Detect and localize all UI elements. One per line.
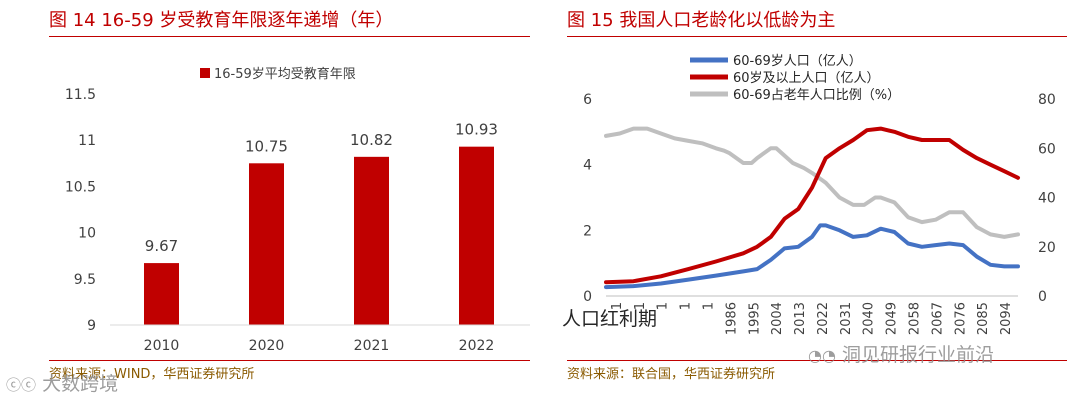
line-left-axis-label: 人口红利期 [562, 308, 657, 330]
bar-y-tick-label: 11 [78, 133, 96, 149]
bar-chart: 16-59岁平均受教育年限 9 9.5 10 10.5 11 11.5 9.67 10.75… [65, 66, 530, 354]
line-x-tick-label: 2049 [885, 302, 900, 335]
line-x-tick-label: 2085 [976, 302, 991, 335]
bar-x-tick-label: 2020 [249, 338, 285, 354]
line-right-y-tick-label: 60 [1038, 141, 1056, 157]
line-chart: 60-69岁人口（亿人）60岁及以上人口（亿人）60-69占老年人口比例（%） … [562, 54, 1056, 335]
right-watermark-text: 洞见研报行业前沿 [841, 344, 994, 366]
bar-x-tick-label: 2022 [459, 338, 495, 354]
bar-series [144, 146, 494, 325]
line-left-y-tick-label: 6 [583, 92, 592, 108]
line-series-2 [604, 126, 1020, 239]
bar-x-tick-label: 2021 [354, 338, 390, 354]
bar-x-tick-label: 2010 [144, 338, 180, 354]
line-x-tick-label: 1 [679, 302, 694, 310]
line-right-y-axis: 0 20 40 60 80 [1038, 92, 1056, 305]
line-right-y-tick-label: 0 [1038, 289, 1047, 305]
bar-legend: 16-59岁平均受教育年限 [200, 66, 356, 82]
bar-y-tick-label: 10.5 [65, 179, 96, 195]
right-source-rule [567, 360, 1067, 361]
line-series-0 [604, 223, 1020, 290]
bar-data-label: 10.75 [245, 137, 288, 155]
left-watermark: ⓒⓒ 大数跨境 [6, 369, 118, 396]
line-x-tick-label: 2031 [839, 302, 854, 335]
line-x-tick-label: 2076 [953, 302, 968, 335]
bar-data-label: 9.67 [145, 237, 178, 255]
line-legend: 60-69岁人口（亿人） 60岁及以上人口（亿人） 60-69占老年人口比例（%） [690, 54, 900, 103]
bar-data-label: 10.82 [350, 131, 393, 149]
bar-x-axis: 2010 2020 2021 2022 [144, 338, 495, 354]
line-x-tick-label: 2022 [816, 302, 831, 335]
line-x-axis: 1 1 1 1 1 1986 1995 2004 2013 2022 2031 2040 2049 205… [610, 302, 1014, 335]
bar-2022 [459, 146, 494, 325]
bar-2020 [249, 163, 284, 325]
line-x-tick-label: 1986 [724, 302, 739, 335]
line-x-tick-label: 2040 [862, 302, 877, 335]
line-legend-label: 60-69占老年人口比例（%） [733, 88, 900, 103]
line-series-group [604, 126, 1020, 290]
left-watermark-text: 大数跨境 [42, 373, 119, 395]
line-x-tick-label: 2067 [930, 302, 945, 335]
line-right-y-tick-label: 40 [1038, 191, 1056, 207]
right-title-rule [567, 36, 1067, 37]
left-chart-title: 图 14 16-59 岁受教育年限逐年递增（年） [49, 10, 394, 31]
right-source-note: 资料来源：联合国，华西证券研究所 [567, 367, 776, 382]
wechat-icon: ◔◔ [808, 346, 836, 365]
line-x-tick-label: 1995 [747, 302, 762, 335]
bar-y-tick-label: 9.5 [74, 272, 96, 288]
line-x-tick-label: 1 [656, 302, 671, 310]
left-title-rule [49, 36, 530, 37]
line-left-y-axis: 0 2 4 6 [583, 92, 592, 305]
line-left-y-tick-label: 0 [583, 289, 592, 305]
bar-2021 [354, 156, 389, 325]
bar-legend-label: 16-59岁平均受教育年限 [214, 66, 356, 82]
left-source-note: 资料来源：WIND，华西证券研究所 [49, 367, 255, 382]
right-watermark: ◔◔ 洞见研报行业前沿 [808, 340, 994, 367]
line-left-y-tick-label: 2 [583, 223, 592, 239]
bar-data-labels: 9.67 10.75 10.82 10.93 [145, 121, 498, 255]
line-legend-label: 60岁及以上人口（亿人） [733, 71, 880, 86]
bar-data-label: 10.93 [455, 121, 498, 139]
line-x-tick-label: 2058 [908, 302, 923, 335]
bar-y-tick-label: 10 [78, 226, 96, 242]
watermark-logo-icon: ⓒⓒ [6, 376, 37, 394]
line-right-y-tick-label: 20 [1038, 240, 1056, 256]
bar-y-axis: 9 9.5 10 10.5 11 11.5 [65, 87, 96, 334]
line-x-tick-label: 2094 [999, 302, 1014, 335]
line-left-y-tick-label: 4 [583, 158, 592, 174]
line-x-tick-label: 2004 [770, 302, 785, 335]
right-chart-title: 图 15 我国人口老龄化以低龄为主 [567, 10, 836, 31]
line-legend-label: 60-69岁人口（亿人） [733, 54, 862, 69]
line-x-tick-label: 1 [702, 302, 717, 310]
bar-y-tick-label: 11.5 [65, 87, 96, 103]
line-x-tick-label: 2013 [793, 302, 808, 335]
bar-2010 [144, 263, 179, 325]
line-right-y-tick-label: 80 [1038, 92, 1056, 108]
line-x-tick-label: 1 [633, 302, 648, 310]
line-series-1 [604, 126, 1020, 285]
bar-y-tick-label: 9 [87, 318, 96, 334]
left-source-rule [49, 360, 530, 361]
bar-legend-swatch [200, 68, 210, 78]
line-x-tick-label: 1 [610, 302, 625, 310]
